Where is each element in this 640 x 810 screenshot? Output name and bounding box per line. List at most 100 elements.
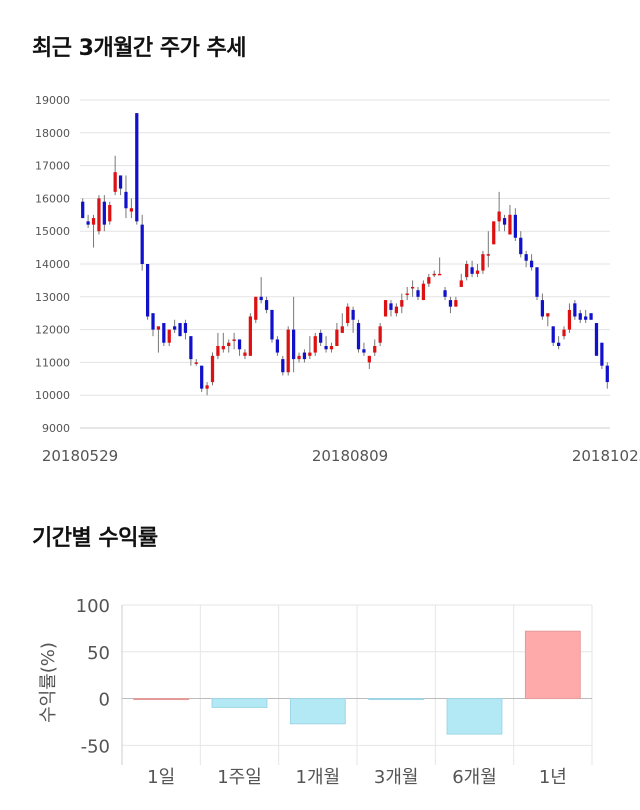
- candle-body: [113, 172, 117, 192]
- candle-body: [557, 342, 561, 346]
- candle-body: [405, 293, 409, 296]
- candlestick-chart: 9000 10000 11000 12000 13000 14000 15000 16000 1…: [35, 94, 640, 465]
- candle-body: [546, 313, 550, 317]
- return-bar: [524, 630, 581, 700]
- candle-body: [497, 211, 501, 222]
- y-tick-label: 11000: [35, 356, 70, 369]
- candle-body: [91, 218, 96, 225]
- candle-body: [183, 323, 188, 333]
- candle-body: [584, 316, 588, 320]
- candle-body: [140, 224, 144, 264]
- y-tick-label: 18000: [35, 127, 70, 140]
- y-tick-label: 12000: [35, 324, 70, 337]
- candle-body: [524, 254, 528, 261]
- candle-body: [394, 306, 398, 314]
- candle-body: [351, 309, 355, 320]
- x-tick-label: 1년: [539, 767, 567, 788]
- candle-body: [145, 264, 150, 317]
- y-tick-label: 13000: [35, 291, 70, 304]
- candle-body: [232, 339, 236, 341]
- candle-body: [264, 300, 269, 310]
- candle-body: [594, 323, 599, 356]
- candle-body: [562, 329, 566, 337]
- candle-body: [475, 270, 480, 274]
- x-tick-label: 3개월: [374, 767, 419, 788]
- candle-body: [519, 237, 523, 255]
- candle-body: [178, 323, 182, 337]
- return-bar: [289, 698, 346, 725]
- candle-body: [102, 201, 106, 225]
- y-tick-label: 15000: [35, 225, 70, 238]
- candle-body: [200, 365, 204, 389]
- candle-body: [86, 221, 90, 225]
- return-bar: [133, 698, 190, 701]
- return-bar: [368, 698, 425, 701]
- candle-body: [421, 283, 426, 301]
- return-bar: [446, 698, 503, 735]
- candle-body: [205, 385, 209, 389]
- candle-body: [313, 336, 317, 353]
- candle-body: [454, 300, 458, 307]
- candle-body: [529, 260, 534, 268]
- candle-body: [129, 208, 133, 212]
- candle-body: [324, 346, 328, 350]
- candle-body: [319, 332, 323, 343]
- candle-body: [551, 326, 555, 343]
- y-tick-label: 14000: [35, 258, 70, 271]
- candle-body: [438, 273, 442, 276]
- candle-body: [302, 352, 307, 360]
- x-tick-label: 20180809: [312, 447, 388, 465]
- return-bar: [211, 698, 268, 708]
- candle-body: [108, 204, 112, 222]
- candle-body: [275, 339, 280, 353]
- candle-body: [81, 201, 85, 219]
- candle-body: [162, 323, 166, 343]
- candle-body: [270, 309, 274, 340]
- candle-body: [481, 254, 485, 271]
- y-tick-label: 9000: [42, 422, 70, 435]
- candle-body: [427, 277, 431, 284]
- candle-body: [416, 290, 420, 297]
- returns-chart-title: 기간별 수익률: [32, 526, 158, 551]
- y-tick-label: 16000: [35, 192, 70, 205]
- candle-body: [254, 296, 258, 320]
- candle-body: [492, 221, 496, 245]
- candle-body: [286, 329, 290, 373]
- candle-body: [410, 286, 415, 289]
- candle-body: [448, 300, 453, 307]
- candle-body: [189, 336, 193, 360]
- y-tick-label: 0: [99, 690, 110, 711]
- x-tick-label: 20181025: [572, 447, 640, 465]
- y-tick-label: 50: [87, 643, 110, 664]
- candle-body: [156, 326, 161, 330]
- candle-body: [600, 342, 604, 366]
- y-tick-label: 19000: [35, 94, 70, 107]
- candle-body: [465, 264, 469, 278]
- x-tick-label: 1개월: [296, 767, 341, 788]
- candle-body: [486, 254, 490, 256]
- candle-body: [373, 346, 377, 353]
- candle-body: [459, 280, 463, 287]
- candle-body: [194, 362, 198, 364]
- y-tick-label: 10000: [35, 389, 70, 402]
- candle-body: [573, 303, 577, 317]
- candle-body: [513, 214, 517, 238]
- candle-body: [243, 352, 247, 356]
- candle-body: [151, 313, 155, 330]
- candle-body: [329, 346, 334, 350]
- candle-body: [135, 113, 139, 222]
- x-tick-label: 1일: [147, 767, 175, 788]
- candle-body: [340, 326, 344, 333]
- candle-body: [589, 313, 593, 320]
- candle-body: [346, 306, 350, 324]
- candle-body: [356, 323, 361, 350]
- candle-body: [221, 346, 225, 350]
- candle-body: [540, 300, 545, 317]
- candle-body: [432, 273, 436, 276]
- candle-body: [259, 296, 263, 301]
- candle-body: [210, 355, 215, 383]
- candle-body: [443, 290, 447, 297]
- y-tick-label: 17000: [35, 160, 70, 173]
- candle-body: [389, 303, 393, 310]
